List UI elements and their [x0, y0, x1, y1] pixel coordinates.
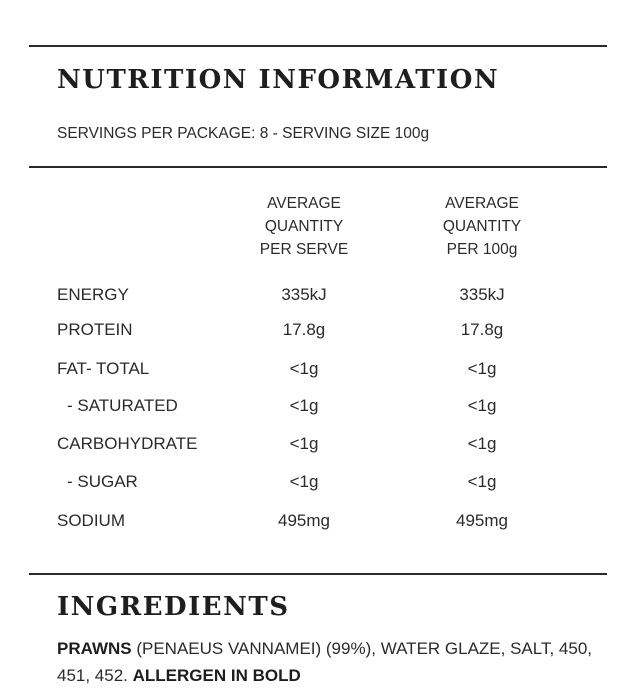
servings-info: SERVINGS PER PACKAGE: 8 - SERVING SIZE 1…	[57, 125, 430, 142]
value-per-100g: 495mg	[456, 511, 508, 530]
table-row-sugar: - SUGAR <1g <1g	[0, 470, 640, 494]
column-header-per-100g: AVERAGE QUANTITY PER 100g	[412, 192, 552, 261]
value-per-100g: 335kJ	[459, 285, 505, 304]
column-header-line: QUANTITY	[442, 218, 522, 235]
row-label: SODIUM	[57, 511, 125, 530]
nutrition-title: NUTRITION INFORMATION	[57, 65, 500, 95]
value-per-100g: <1g	[467, 396, 497, 415]
value-per-100g: <1g	[467, 434, 497, 453]
column-header-line: AVERAGE	[267, 195, 341, 212]
value-per-serve: <1g	[289, 472, 319, 491]
column-header-line: PER 100g	[446, 241, 518, 258]
ingredients-text: PRAWNS (PENAEUS VANNAMEI) (99%), WATER G…	[57, 635, 607, 689]
table-row-saturated: - SATURATED <1g <1g	[0, 394, 640, 418]
allergen-note: ALLERGEN IN BOLD	[132, 666, 301, 685]
value-per-100g: 17.8g	[460, 320, 504, 339]
value-per-serve: 335kJ	[281, 285, 327, 304]
table-row-energy: ENERGY 335kJ 335kJ	[0, 283, 640, 307]
row-label: PROTEIN	[57, 320, 133, 339]
column-header-line: QUANTITY	[264, 218, 344, 235]
ingredients-divider	[29, 573, 607, 575]
value-per-serve: 495mg	[278, 511, 330, 530]
ingredients-title: INGREDIENTS	[57, 592, 290, 622]
value-per-serve: <1g	[289, 396, 319, 415]
table-row-fat-total: FAT- TOTAL <1g <1g	[0, 357, 640, 381]
header-divider	[29, 166, 607, 168]
row-label: FAT- TOTAL	[57, 359, 150, 378]
value-per-serve: 17.8g	[282, 320, 326, 339]
top-divider	[29, 45, 607, 47]
table-row-sodium: SODIUM 495mg 495mg	[0, 509, 640, 533]
ingredients-list: (PENAEUS VANNAMEI) (99%), WATER GLAZE, S…	[57, 639, 592, 685]
column-header-line: PER SERVE	[259, 241, 349, 258]
value-per-serve: <1g	[289, 359, 319, 378]
value-per-100g: <1g	[467, 359, 497, 378]
table-row-carbohydrate: CARBOHYDRATE <1g <1g	[0, 432, 640, 456]
row-label: CARBOHYDRATE	[57, 434, 198, 453]
table-row-protein: PROTEIN 17.8g 17.8g	[0, 318, 640, 342]
row-label: ENERGY	[57, 285, 129, 304]
column-header-per-serve: AVERAGE QUANTITY PER SERVE	[234, 192, 374, 261]
value-per-serve: <1g	[289, 434, 319, 453]
allergen-name: PRAWNS	[57, 639, 132, 658]
row-label: - SUGAR	[67, 472, 138, 491]
row-label: - SATURATED	[67, 396, 178, 415]
value-per-100g: <1g	[467, 472, 497, 491]
column-header-line: AVERAGE	[445, 195, 519, 212]
